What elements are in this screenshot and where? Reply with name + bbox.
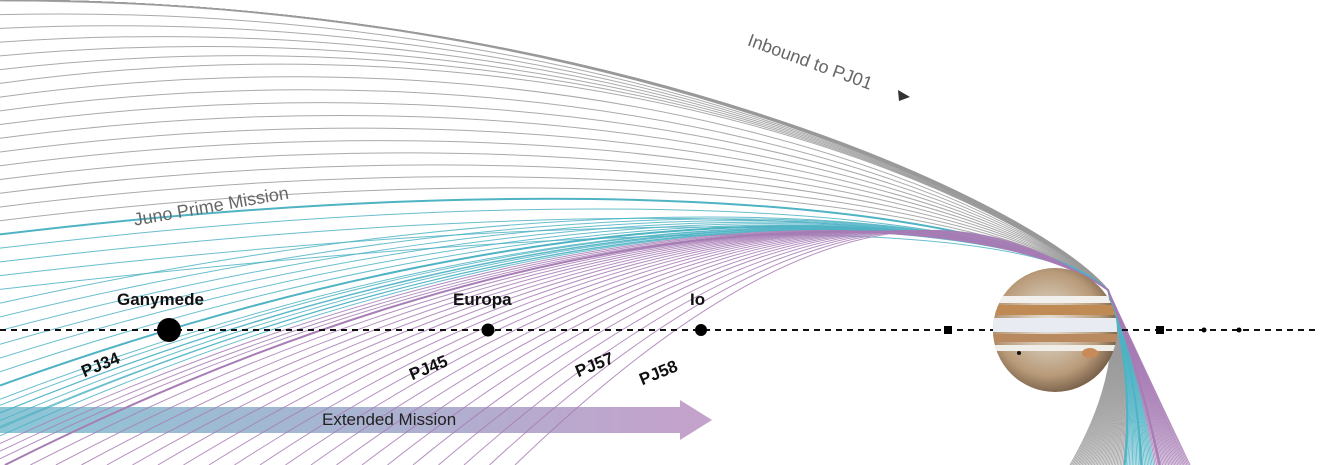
orbit-trajectory	[514, 229, 1191, 465]
inbound-arrowhead-icon	[898, 90, 910, 101]
small-moon-marker	[1201, 327, 1207, 333]
extended-mission-label: Extended Mission	[322, 410, 457, 429]
moon-markers	[157, 318, 1242, 342]
io-marker	[695, 324, 707, 336]
orbit-trajectory	[0, 63, 1121, 465]
callisto-marker-right	[1156, 326, 1164, 334]
small-moon-marker	[1236, 327, 1242, 333]
europa-marker	[481, 323, 495, 337]
callisto-marker-left	[944, 326, 952, 334]
ganymede-label: Ganymede	[117, 290, 204, 309]
io-label: Io	[690, 290, 706, 309]
ganymede-marker	[157, 318, 181, 342]
europa-label: Europa	[453, 290, 512, 309]
jupiter	[993, 268, 1117, 392]
